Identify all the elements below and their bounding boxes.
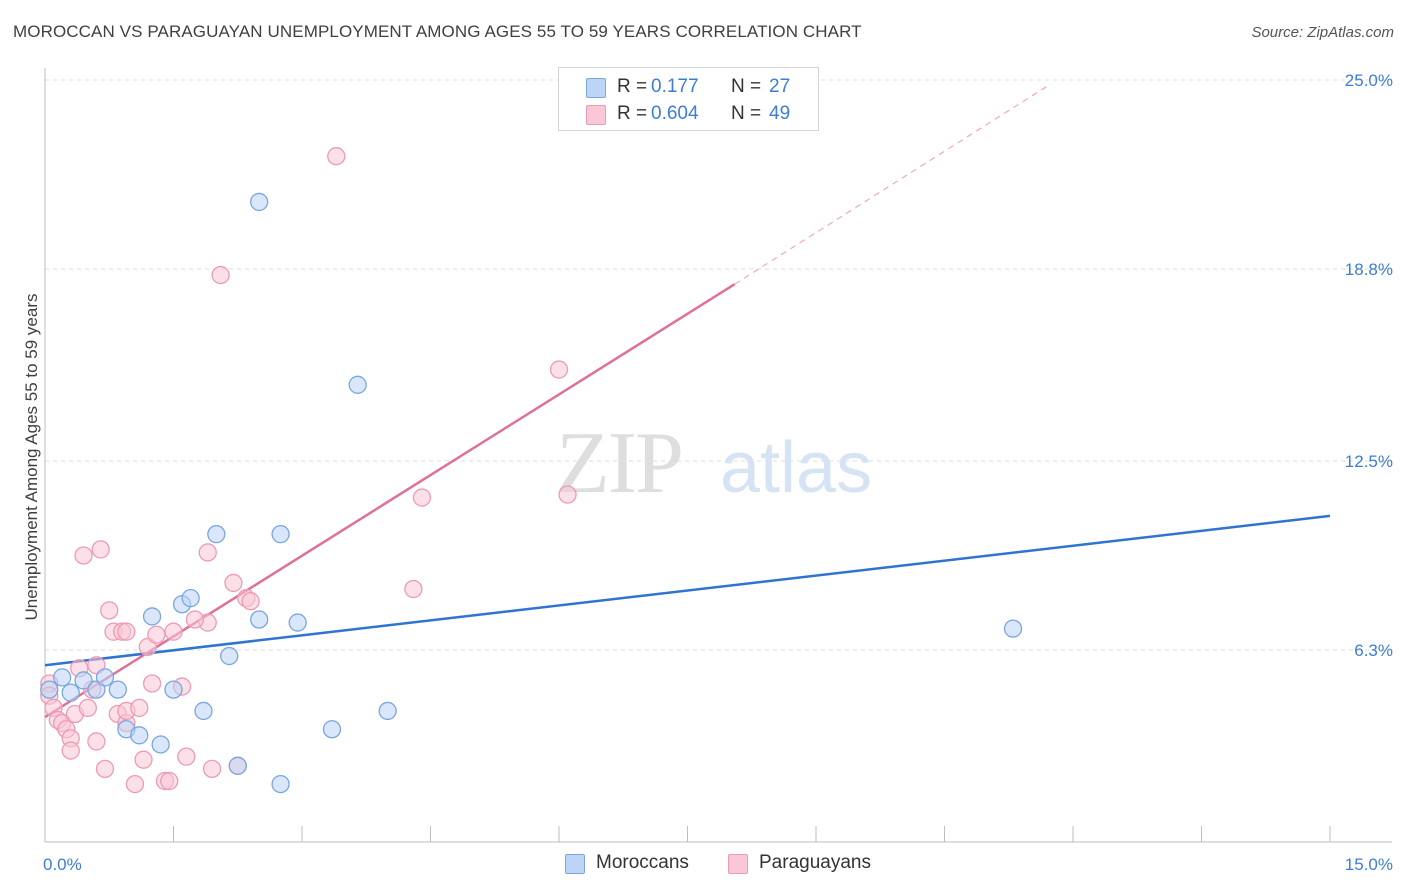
paraguayans-point xyxy=(147,625,166,644)
moroccans-point xyxy=(130,726,149,745)
legend-n-value: 49 xyxy=(769,103,791,124)
paraguayans-point xyxy=(241,592,260,611)
legend-row-paraguayans: R = 0.604 N = 49 xyxy=(559,101,818,127)
source-label: Source: ZipAtlas.com xyxy=(1251,24,1394,41)
paraguayans-point xyxy=(87,732,106,751)
paraguayans-point xyxy=(130,698,149,718)
moroccans-point xyxy=(74,671,93,690)
moroccans-point xyxy=(40,680,59,699)
paraguayans-point xyxy=(177,747,196,766)
moroccans-point xyxy=(322,720,342,739)
gridlines xyxy=(45,79,1392,651)
moroccans-swatch xyxy=(586,78,606,98)
moroccans-point xyxy=(228,756,247,775)
moroccans-point xyxy=(108,680,127,699)
watermark-zip: ZIP xyxy=(556,415,682,512)
paraguayans-legend-label: Paraguayans xyxy=(759,852,871,873)
legend-n-label: N = xyxy=(731,76,762,97)
y-tick-label: 6.3% xyxy=(1354,641,1393,660)
paraguayans-point xyxy=(558,485,577,504)
paraguayans-point xyxy=(327,147,346,166)
paraguayans-point xyxy=(412,488,432,507)
moroccans-legend-label: Moroccans xyxy=(596,852,689,873)
paraguayans-point xyxy=(125,774,145,794)
paraguayans-point xyxy=(100,601,119,620)
moroccans-point xyxy=(348,375,367,394)
paraguayans-point xyxy=(202,759,222,778)
paraguayans-swatch xyxy=(586,105,606,125)
data-points xyxy=(40,147,1023,794)
paraguayans-point xyxy=(74,546,93,565)
legend-row-moroccans: R = 0.177 N = 27 xyxy=(559,74,818,100)
paraguayans-point xyxy=(117,622,136,641)
moroccans-point xyxy=(288,613,307,632)
legend-r-label: R = xyxy=(617,103,648,124)
moroccans-point xyxy=(61,683,80,702)
x-tick-label: 0.0% xyxy=(43,855,82,874)
legend-n-value: 27 xyxy=(769,76,791,97)
moroccans-point xyxy=(52,668,72,687)
trend-lines xyxy=(44,85,1331,719)
paraguayans-point xyxy=(224,573,243,593)
tick-labels: 6.3% 12.5% 18.8% 25.0% 0.0% 15.0% xyxy=(43,71,1393,874)
paraguayans-point xyxy=(198,543,217,562)
paraguayans-trend-extension xyxy=(734,85,1048,285)
moroccans-point xyxy=(220,646,239,666)
moroccans-point xyxy=(250,610,269,629)
paraguayans-point xyxy=(134,750,153,769)
chart-title: MOROCCAN VS PARAGUAYAN UNEMPLOYMENT AMON… xyxy=(13,22,862,41)
paraguayans-point xyxy=(160,771,179,791)
moroccans-point xyxy=(207,525,226,544)
moroccans-point xyxy=(271,525,290,544)
watermark-atlas: atlas xyxy=(720,428,872,508)
paraguayans-point xyxy=(404,579,423,599)
y-tick-label: 25.0% xyxy=(1345,71,1393,90)
legend-r-value: 0.604 xyxy=(651,103,699,124)
y-tick-label: 12.5% xyxy=(1345,452,1393,471)
y-tick-label: 18.8% xyxy=(1345,260,1393,279)
moroccans-point xyxy=(151,735,170,754)
watermark: ZIP atlas xyxy=(556,415,872,512)
paraguayans-point xyxy=(185,610,205,629)
moroccans-point xyxy=(164,680,183,699)
paraguayans-point xyxy=(211,265,230,285)
moroccans-trend-line xyxy=(44,514,1331,667)
legend-n-label: N = xyxy=(731,103,762,124)
correlation-legend: R = 0.177 N = 27 R = 0.604 N = 49 xyxy=(558,67,819,131)
paraguayans-legend-swatch xyxy=(728,854,748,874)
moroccans-legend-swatch xyxy=(565,854,585,874)
x-tick-label: 15.0% xyxy=(1345,855,1393,874)
paraguayans-point xyxy=(61,741,80,760)
paraguayans-point xyxy=(549,360,569,379)
paraguayans-point xyxy=(91,540,110,559)
paraguayans-point xyxy=(164,622,183,641)
moroccans-point xyxy=(250,192,269,212)
legend-r-value: 0.177 xyxy=(651,76,699,97)
moroccans-point xyxy=(142,607,162,626)
paraguayans-point xyxy=(95,759,115,778)
paraguayans-point xyxy=(78,698,97,718)
moroccans-point xyxy=(378,701,397,721)
moroccans-point xyxy=(95,668,115,687)
moroccans-point xyxy=(271,774,290,794)
axes xyxy=(44,68,1392,843)
moroccans-point xyxy=(1003,619,1023,638)
moroccans-point xyxy=(194,701,213,721)
paraguayans-point xyxy=(142,674,162,693)
paraguayans-trend-line xyxy=(44,283,736,719)
moroccans-point xyxy=(181,589,200,608)
legend-r-label: R = xyxy=(617,76,648,97)
